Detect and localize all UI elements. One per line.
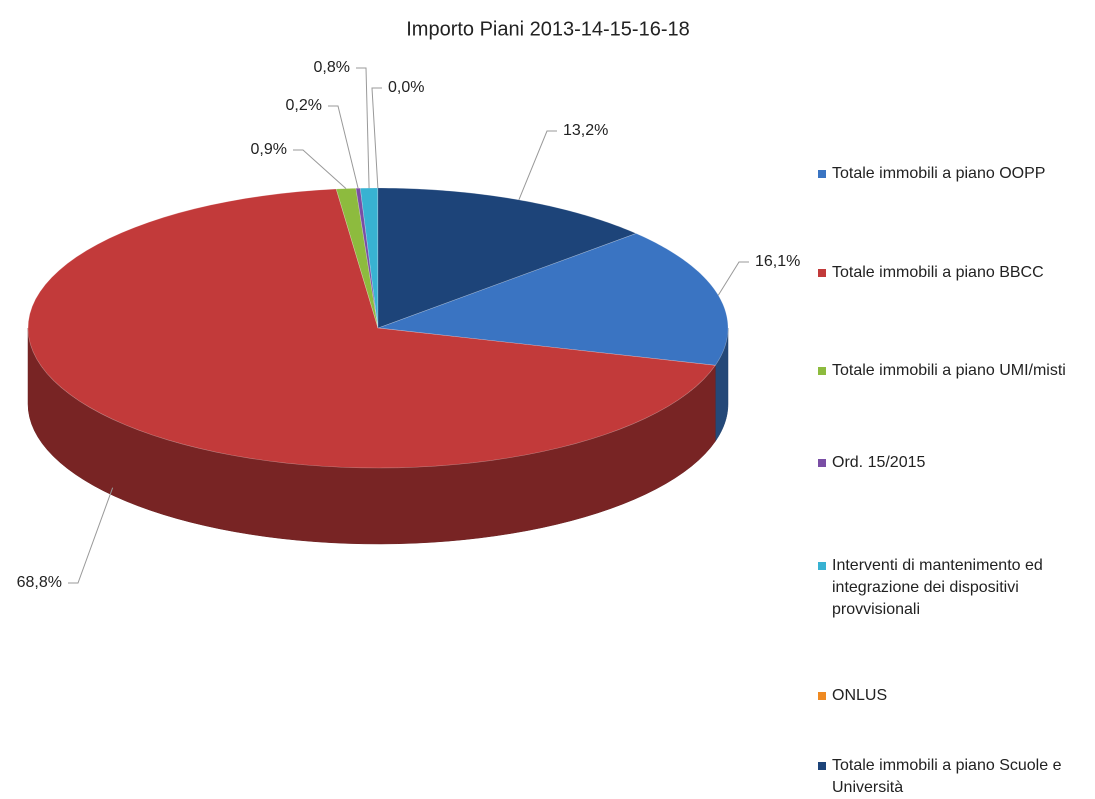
data-label: 0,0%: [388, 79, 424, 96]
legend-label: Totale immobili a piano OOPP: [832, 165, 1046, 182]
slice: [377, 187, 637, 329]
legend-label: Interventi di mantenimento ed integrazio…: [832, 557, 1043, 618]
legend-label: Ord. 15/2015: [832, 454, 926, 471]
legend-item: Totale immobili a piano BBCC: [818, 262, 1080, 284]
leader-line: [68, 487, 114, 584]
leader-line: [293, 149, 347, 189]
legend-swatch: [818, 692, 826, 700]
legend-swatch: [818, 269, 826, 277]
legend-item: Totale immobili a piano Scuole e Univers…: [818, 755, 1080, 799]
legend-item: Interventi di mantenimento ed integrazio…: [818, 555, 1080, 621]
legend-swatch: [818, 170, 826, 178]
leader-line: [356, 67, 370, 189]
legend-swatch: [818, 562, 826, 570]
data-label: 13,2%: [563, 122, 608, 139]
legend-swatch: [818, 367, 826, 375]
legend-item: ONLUS: [818, 685, 1080, 707]
data-label: 16,1%: [755, 253, 800, 270]
legend-swatch: [818, 459, 826, 467]
slice: [355, 187, 379, 329]
slice: [27, 188, 716, 469]
leader-line: [717, 261, 749, 296]
legend-label: Totale immobili a piano BBCC: [832, 264, 1044, 281]
leader-line: [371, 87, 382, 189]
leader-line: [518, 130, 557, 201]
legend-label: Totale immobili a piano UMI/misti: [832, 362, 1066, 379]
legend-item: Ord. 15/2015: [818, 452, 1080, 474]
data-label: 0,2%: [286, 97, 322, 114]
data-label: 0,9%: [251, 141, 287, 158]
leader-line: [328, 105, 359, 189]
data-label: 68,8%: [17, 574, 62, 591]
chart-title: Importo Piani 2013-14-15-16-18: [406, 18, 690, 40]
legend-label: ONLUS: [832, 687, 888, 704]
legend-label: Totale immobili a piano Scuole e Univers…: [832, 757, 1062, 796]
legend-swatch: [818, 762, 826, 770]
legend-item: Totale immobili a piano UMI/misti: [818, 360, 1080, 382]
legend-item: Totale immobili a piano OOPP: [818, 163, 1080, 185]
data-label: 0,8%: [314, 59, 350, 76]
